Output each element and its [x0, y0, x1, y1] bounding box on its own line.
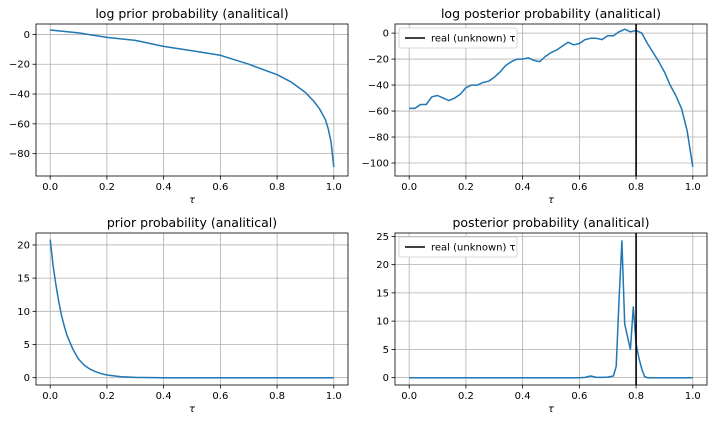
y-tick-label-1: −20	[368, 55, 389, 66]
subplot-1: 0.0 0.2 0.4 0.6 0.8 1.0 0 −20 −40 −60 −80 log prior…	[9, 6, 349, 206]
chart-title: posterior probability (analitical)	[452, 215, 649, 230]
y-tick-label-5: 25	[376, 232, 389, 243]
x-tick-label-2: 0.4	[156, 182, 172, 193]
x-tick-label-0: 0.0	[42, 182, 58, 193]
x-tick-label-5: 1.0	[685, 391, 701, 402]
x-tick-label-5: 1.0	[326, 391, 342, 402]
x-tick-label-3: 0.6	[212, 182, 228, 193]
x-axis-label: τ	[189, 195, 196, 206]
subplot-3: 0.0 0.2 0.4 0.6 0.8 1.0 0 5 10 15 20 prior probabil…	[17, 215, 349, 415]
y-tick-label-0: 0	[24, 30, 30, 41]
y-tick-label-0: 0	[383, 373, 389, 384]
chart-title: prior probability (analitical)	[107, 215, 277, 230]
series-line-1	[409, 240, 693, 379]
x-tick-label-4: 0.8	[269, 182, 285, 193]
y-tick-label-3: 15	[376, 288, 389, 299]
x-tick-label-1: 0.2	[99, 391, 115, 402]
legend-box	[398, 236, 518, 258]
chart-title: log posterior probability (analitical)	[441, 6, 661, 21]
series-line-1	[409, 28, 694, 168]
series-line-1	[49, 239, 334, 379]
y-tick-label-2: −40	[9, 90, 30, 101]
plot-frame	[35, 232, 349, 386]
subplot-4: 0.0 0.2 0.4 0.6 0.8 1.0 0 5 10 15 20 25 posterior pr…	[376, 215, 708, 415]
x-tick-label-4: 0.8	[269, 391, 285, 402]
x-tick-label-2: 0.4	[515, 182, 531, 193]
x-axis-label: τ	[548, 195, 555, 206]
plot-frame	[394, 23, 708, 177]
series-line-1	[50, 29, 335, 168]
y-tick-label-1: −20	[9, 60, 30, 71]
legend: real (unknown) τ	[398, 236, 518, 258]
x-tick-label-0: 0.0	[42, 391, 58, 402]
x-tick-label-1: 0.2	[458, 182, 474, 193]
subplot-2: 0.0 0.2 0.4 0.6 0.8 1.0 0 −20 −40 −60 −80 −100 log p…	[362, 6, 708, 206]
x-tick-label-3: 0.6	[571, 391, 587, 402]
legend-label-0: real (unknown) τ	[431, 34, 516, 45]
plot-frame	[35, 23, 349, 177]
y-tick-label-4: 20	[376, 260, 389, 271]
x-tick-label-0: 0.0	[401, 182, 417, 193]
y-tick-label-2: 10	[376, 317, 389, 328]
y-tick-label-2: 10	[17, 307, 30, 318]
y-tick-label-1: 5	[24, 340, 30, 351]
legend-label-0: real (unknown) τ	[431, 243, 516, 254]
y-tick-label-3: 15	[17, 274, 30, 285]
y-tick-label-4: 20	[17, 240, 30, 251]
y-tick-label-4: −80	[9, 149, 30, 160]
legend-box	[398, 27, 518, 49]
x-tick-label-3: 0.6	[571, 182, 587, 193]
x-tick-label-2: 0.4	[156, 391, 172, 402]
x-tick-label-1: 0.2	[99, 182, 115, 193]
y-tick-label-3: −60	[9, 119, 30, 130]
x-tick-label-4: 0.8	[628, 182, 644, 193]
x-tick-label-5: 1.0	[326, 182, 342, 193]
x-tick-label-3: 0.6	[212, 391, 228, 402]
x-tick-label-0: 0.0	[401, 391, 417, 402]
y-tick-label-1: 5	[383, 345, 389, 356]
plot-frame	[394, 232, 708, 386]
x-axis-label: τ	[548, 404, 555, 415]
x-tick-label-4: 0.8	[628, 391, 644, 402]
y-tick-label-0: 0	[24, 373, 30, 384]
chart-title: log prior probability (analitical)	[95, 6, 288, 21]
legend: real (unknown) τ	[398, 27, 518, 49]
x-tick-label-2: 0.4	[515, 391, 531, 402]
y-tick-label-5: −100	[362, 159, 389, 170]
y-tick-label-2: −40	[368, 81, 389, 92]
y-tick-label-3: −60	[368, 107, 389, 118]
x-tick-label-1: 0.2	[458, 391, 474, 402]
y-tick-label-0: 0	[383, 29, 389, 40]
y-tick-label-4: −80	[368, 133, 389, 144]
x-axis-label: τ	[189, 404, 196, 415]
x-tick-label-5: 1.0	[685, 182, 701, 193]
